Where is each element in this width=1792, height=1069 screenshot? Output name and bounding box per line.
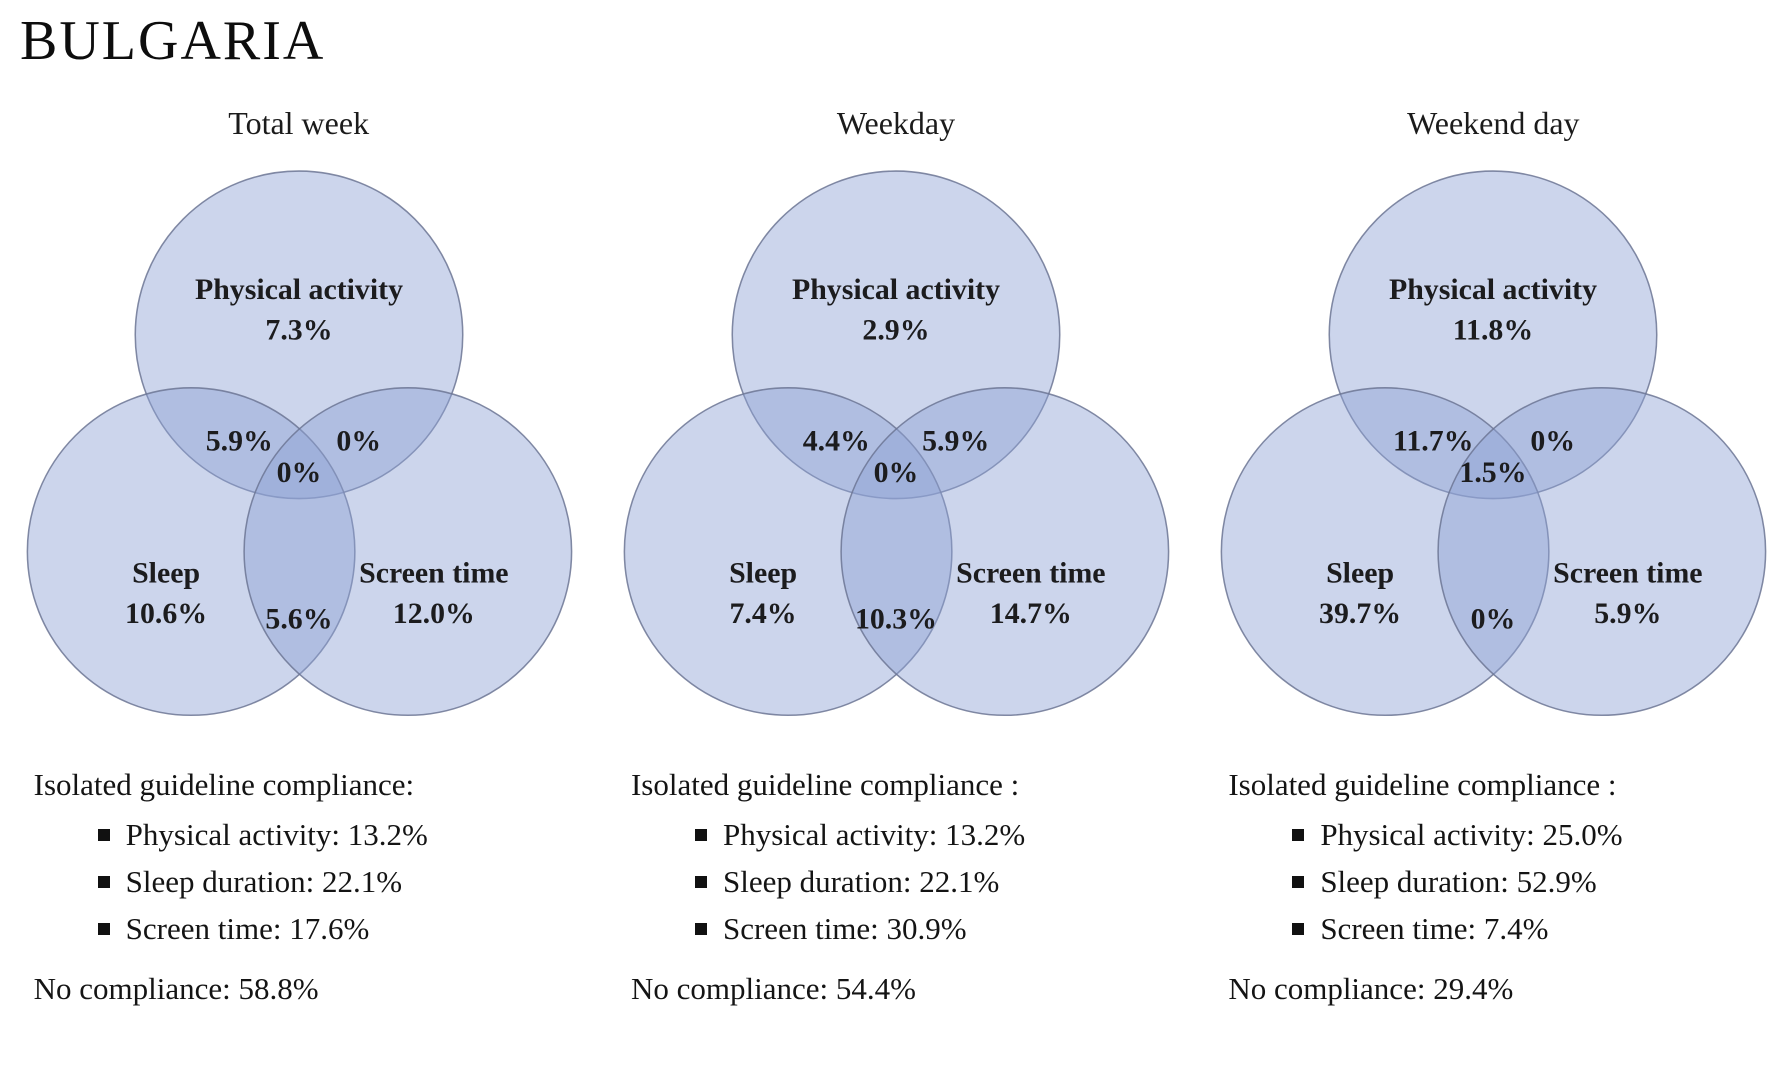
screen-time-circle xyxy=(840,386,1170,716)
pa-screen-overlap-value: 0% xyxy=(1531,424,1576,457)
panel-weekday: Weekday Physical activity 2.9% 4.4% 5.9%… xyxy=(597,105,1194,1007)
compliance-text-block: Isolated guideline compliance: Physical … xyxy=(34,767,564,1007)
bullet-text: Physical activity: 25.0% xyxy=(1320,816,1623,852)
bullet-square-icon xyxy=(97,875,110,888)
sleep-label: Sleep xyxy=(729,556,797,589)
list-item: Physical activity: 13.2% xyxy=(97,816,564,853)
bullet-square-icon xyxy=(1292,828,1305,841)
page-title: BULGARIA xyxy=(20,10,326,72)
isolated-compliance-list: Physical activity: 13.2% Sleep duration:… xyxy=(631,817,1161,947)
list-item: Sleep duration: 52.9% xyxy=(1292,864,1758,900)
sleep-value: 7.4% xyxy=(729,597,796,630)
isolated-compliance-list: Physical activity: 13.2% Sleep duration:… xyxy=(34,817,564,947)
bullet-text: Physical activity: 13.2% xyxy=(125,816,428,852)
sleep-label: Sleep xyxy=(1326,556,1394,589)
screen-time-value: 14.7% xyxy=(990,597,1072,630)
panel-header: Weekend day xyxy=(1407,104,1580,141)
sleep-screen-overlap-value: 10.3% xyxy=(855,602,937,635)
bullet-square-icon xyxy=(97,922,110,935)
compliance-text-block: Isolated guideline compliance : Physical… xyxy=(631,767,1161,1007)
physical-activity-label: Physical activity xyxy=(1389,273,1597,306)
isolated-compliance-list: Physical activity: 25.0% Sleep duration:… xyxy=(1228,817,1758,947)
physical-activity-circle xyxy=(731,170,1061,500)
isolated-compliance-title: Isolated guideline compliance: xyxy=(33,766,415,802)
sleep-screen-overlap-value: 0% xyxy=(1471,602,1516,635)
pa-sleep-overlap-value: 4.4% xyxy=(803,424,870,457)
sleep-value: 10.6% xyxy=(125,597,207,630)
bullet-text: Screen time: 30.9% xyxy=(722,910,967,946)
list-item: Physical activity: 25.0% xyxy=(1292,817,1758,853)
bullet-text: Screen time: 17.6% xyxy=(125,910,370,946)
triple-overlap-value: 0% xyxy=(276,456,321,489)
physical-activity-label: Physical activity xyxy=(195,273,403,306)
triple-overlap-value: 1.5% xyxy=(1460,456,1527,489)
bullet-square-icon xyxy=(694,828,707,841)
physical-activity-label: Physical activity xyxy=(792,273,1000,306)
bullet-text: Sleep duration: 22.1% xyxy=(722,863,1000,899)
venn-diagram: Physical activity 2.9% 4.4% 5.9% 0% Slee… xyxy=(623,170,1170,716)
venn-diagram: Physical activity 7.3% 5.9% 0% 0% Sleep … xyxy=(26,170,573,716)
screen-time-value: 5.9% xyxy=(1595,597,1662,630)
bullet-square-icon xyxy=(97,828,110,841)
pa-sleep-overlap-value: 11.7% xyxy=(1393,424,1473,457)
venn-panels-row: Total week Physical activity 7.3% 5.9% 0… xyxy=(0,105,1792,1007)
no-compliance-text: No compliance: 29.4% xyxy=(1228,970,1514,1006)
sleep-circle xyxy=(1220,386,1550,716)
bullet-square-icon xyxy=(1292,875,1305,888)
panel-weekend-day: Weekend day Physical activity 11.8% 11.7… xyxy=(1195,105,1792,1007)
screen-time-label: Screen time xyxy=(1553,556,1702,589)
screen-time-circle xyxy=(1437,386,1767,716)
sleep-circle xyxy=(623,386,953,716)
list-item: Screen time: 17.6% xyxy=(97,910,564,947)
triple-overlap-value: 0% xyxy=(874,456,919,489)
bullet-text: Physical activity: 13.2% xyxy=(722,816,1026,852)
panel-header: Total week xyxy=(228,104,370,141)
screen-time-value: 12.0% xyxy=(392,597,474,630)
bullet-text: Sleep duration: 22.1% xyxy=(125,863,403,899)
screen-time-label: Screen time xyxy=(956,556,1105,589)
sleep-value: 39.7% xyxy=(1319,597,1401,630)
screen-time-circle xyxy=(242,386,573,716)
list-item: Sleep duration: 22.1% xyxy=(694,863,1161,900)
bullet-square-icon xyxy=(694,875,707,888)
panel-header: Weekday xyxy=(836,104,956,141)
pa-sleep-overlap-value: 5.9% xyxy=(205,424,272,457)
pa-screen-overlap-value: 5.9% xyxy=(922,424,989,457)
isolated-compliance-title: Isolated guideline compliance : xyxy=(1228,766,1617,802)
isolated-compliance-title: Isolated guideline compliance : xyxy=(630,766,1020,802)
list-item: Screen time: 30.9% xyxy=(694,910,1161,947)
pa-screen-overlap-value: 0% xyxy=(336,424,381,457)
sleep-label: Sleep xyxy=(132,556,200,589)
bullet-text: Sleep duration: 52.9% xyxy=(1320,863,1597,899)
compliance-text-block: Isolated guideline compliance : Physical… xyxy=(1228,767,1758,1007)
list-item: Physical activity: 13.2% xyxy=(694,816,1161,853)
sleep-circle xyxy=(26,386,356,716)
bullet-square-icon xyxy=(694,922,707,935)
physical-activity-circle xyxy=(134,170,464,500)
panel-total-week: Total week Physical activity 7.3% 5.9% 0… xyxy=(0,105,597,1007)
bullet-square-icon xyxy=(1292,922,1305,935)
sleep-screen-overlap-value: 5.6% xyxy=(265,602,332,635)
list-item: Sleep duration: 22.1% xyxy=(97,863,564,900)
physical-activity-value: 11.8% xyxy=(1453,313,1533,346)
physical-activity-circle xyxy=(1328,170,1658,500)
bullet-text: Screen time: 7.4% xyxy=(1320,910,1549,946)
physical-activity-value: 7.3% xyxy=(265,313,332,346)
venn-diagram: Physical activity 11.8% 11.7% 0% 1.5% Sl… xyxy=(1220,170,1767,716)
no-compliance-text: No compliance: 54.4% xyxy=(630,970,916,1006)
screen-time-label: Screen time xyxy=(359,556,508,589)
list-item: Screen time: 7.4% xyxy=(1292,911,1758,947)
physical-activity-value: 2.9% xyxy=(862,313,929,346)
no-compliance-text: No compliance: 58.8% xyxy=(33,970,319,1006)
